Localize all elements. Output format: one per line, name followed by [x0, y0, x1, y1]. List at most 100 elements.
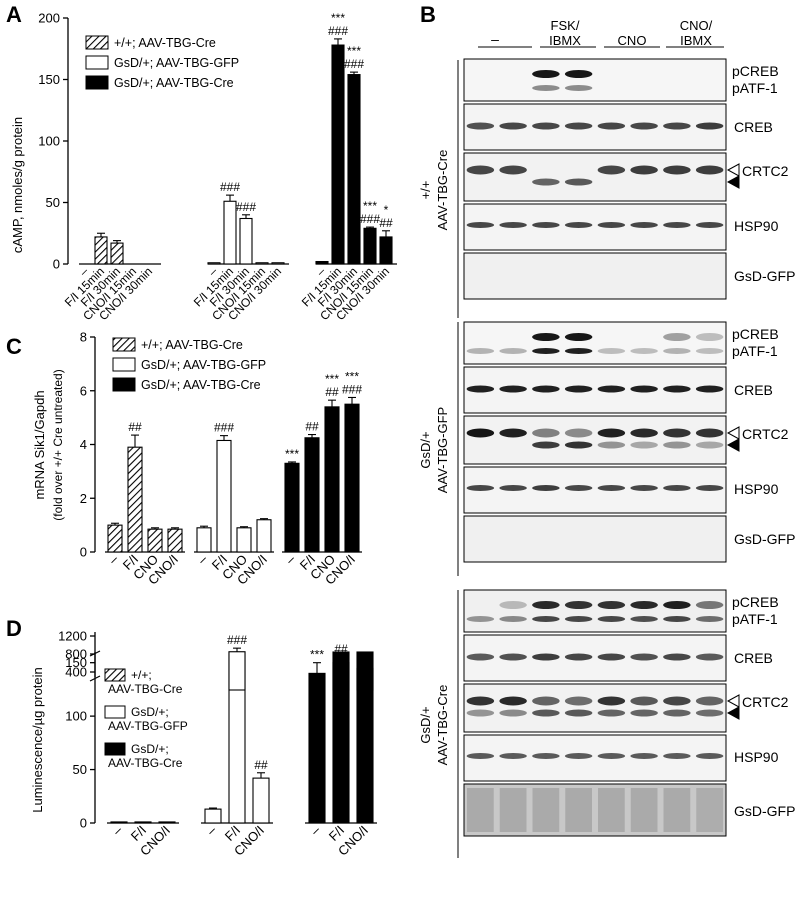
significance-label: ###	[360, 212, 380, 226]
blot-band	[630, 385, 658, 393]
panel-a-legend: +/+; AAV-TBG-Cre GsD/+; AAV-TBG-GFP GsD/…	[85, 35, 239, 90]
x-tick-label: –	[194, 551, 210, 567]
blot-band	[564, 696, 593, 706]
genotype-label-1b: AAV-TBG-Cre	[435, 150, 450, 231]
significance-label: ##	[305, 420, 319, 434]
blot-band	[695, 696, 724, 706]
open-arrowhead-icon	[726, 694, 740, 708]
significance-label: ##	[128, 420, 142, 434]
blot-band	[466, 616, 495, 622]
x-tick-label: –	[282, 551, 298, 567]
blot-strip-creb	[463, 366, 727, 414]
bar	[239, 217, 253, 265]
blot-band	[499, 165, 527, 175]
y-tick-label: 100	[65, 709, 87, 724]
blot-band	[695, 441, 724, 449]
lane-header-cno: CNO	[618, 33, 647, 48]
bar	[223, 200, 237, 265]
blot-band	[564, 709, 593, 717]
y-tick-label: 50	[73, 762, 87, 777]
panel-b-western-blot: – FSK/ IBMX CNO CNO/ IBMX +/+ AAV-TBG-Cr…	[418, 18, 795, 858]
strip-label-gsd-gfp: GsD-GFP	[734, 268, 795, 284]
blot-strips: pCREBpATF-1CREBCRTC2HSP90GsD-GFPpCREBpAT…	[463, 58, 795, 837]
blot-band	[597, 441, 626, 449]
blot-band	[466, 485, 495, 491]
bar	[356, 667, 374, 691]
blot-band	[532, 441, 560, 449]
blot-band	[532, 485, 560, 491]
y-tick-label: 6	[80, 383, 87, 398]
blot-strip-hsp90	[463, 203, 727, 251]
blot-band	[597, 428, 626, 438]
bar	[167, 528, 183, 553]
bar	[252, 777, 270, 824]
blot-band	[630, 709, 658, 717]
blot-strip-frame	[463, 589, 727, 633]
significance-label: ###	[328, 24, 348, 38]
strip-label-hsp90: HSP90	[734, 481, 779, 497]
legend-label-cre-2: AAV-TBG-Cre	[108, 756, 183, 770]
bar	[324, 406, 340, 553]
significance-label: ###	[220, 180, 240, 194]
blot-band	[564, 428, 593, 438]
blot-band	[597, 696, 626, 706]
blot-band	[564, 222, 593, 228]
blot-band	[532, 348, 560, 354]
y-tick-label: 8	[80, 330, 87, 345]
blot-band	[499, 122, 527, 130]
bar	[347, 74, 361, 265]
strip-label-gsd-gfp: GsD-GFP	[734, 803, 795, 819]
blot-band	[564, 70, 593, 78]
blot-band	[663, 122, 691, 130]
strip-label-pcreb: pCREB	[732, 63, 779, 79]
blot-strip-gsd-gfp	[463, 783, 727, 837]
blot-strip-frame	[463, 321, 727, 365]
blot-band	[663, 428, 691, 438]
panel-label-b: B	[420, 2, 436, 27]
blot-band	[565, 788, 592, 832]
blot-band	[663, 616, 691, 622]
blot-band	[630, 788, 658, 832]
legend-label-cre-1: GsD/+;	[131, 742, 169, 756]
blot-band	[597, 616, 626, 622]
bar	[228, 651, 246, 691]
blot-band	[695, 385, 724, 393]
panel-label-a: A	[6, 2, 22, 27]
blot-band	[466, 428, 495, 438]
blot-band	[695, 753, 724, 759]
blot-band	[663, 653, 691, 661]
significance-label: ##	[358, 650, 372, 664]
blot-band	[564, 753, 593, 759]
blot-strip-frame	[463, 152, 727, 202]
blot-band	[663, 385, 691, 393]
blot-band	[663, 696, 691, 706]
blot-band	[532, 85, 560, 91]
significance-label: ###	[227, 633, 247, 647]
blot-band	[663, 165, 691, 175]
blot-band	[499, 601, 527, 609]
blot-band	[499, 428, 527, 438]
y-tick-label: 150	[65, 655, 87, 670]
blot-band	[499, 222, 527, 228]
bar	[308, 672, 326, 824]
bar	[363, 227, 377, 265]
y-tick-label: 50	[46, 195, 60, 210]
blot-band	[630, 653, 658, 661]
blot-band	[532, 222, 560, 228]
blot-band	[466, 348, 495, 354]
blot-band	[663, 601, 691, 609]
blot-band	[630, 753, 658, 759]
blot-band	[695, 616, 724, 622]
y-tick-label: 200	[38, 11, 60, 26]
panel-d-legend: +/+; AAV-TBG-Cre GsD/+; AAV-TBG-GFP GsD/…	[104, 668, 188, 770]
blot-band	[695, 653, 724, 661]
blot-band	[532, 601, 560, 609]
panel-d-y-axis-label: Luminescence/µg protein	[30, 667, 45, 813]
blot-band	[663, 222, 691, 228]
legend-label-gfp: GsD/+; AAV-TBG-GFP	[114, 56, 239, 70]
blot-band	[597, 222, 626, 228]
blot-strip-creb	[463, 634, 727, 682]
strip-label-gsd-gfp: GsD-GFP	[734, 531, 795, 547]
legend-swatch-wt	[104, 668, 126, 682]
significance-label: ***	[325, 372, 339, 386]
